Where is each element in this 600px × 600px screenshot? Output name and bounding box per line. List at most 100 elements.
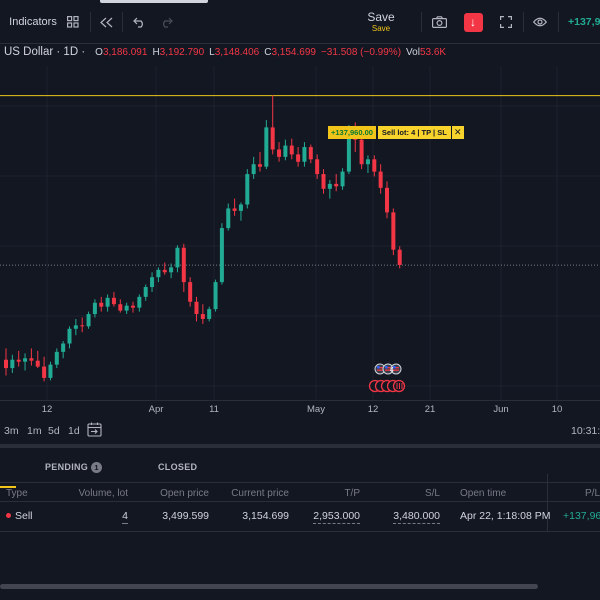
redo-icon bbox=[162, 17, 173, 28]
toolbar-divider bbox=[523, 12, 524, 32]
candle-body bbox=[258, 164, 262, 167]
candle bbox=[391, 208, 396, 256]
candle bbox=[16, 350, 21, 367]
candle-body bbox=[80, 325, 85, 327]
candle-body bbox=[156, 269, 161, 278]
candle bbox=[238, 202, 243, 221]
sell-marker-lines bbox=[396, 383, 403, 389]
candle bbox=[226, 203, 231, 231]
redo-button[interactable] bbox=[157, 0, 175, 44]
replay-button[interactable] bbox=[97, 0, 115, 44]
candle-body bbox=[385, 187, 389, 213]
candle bbox=[181, 243, 186, 292]
candle-body bbox=[264, 127, 269, 167]
close-order-icon[interactable]: ✕ bbox=[451, 126, 464, 139]
candle-body bbox=[219, 228, 224, 283]
tab-closed[interactable]: CLOSED bbox=[158, 462, 198, 472]
candle bbox=[124, 302, 129, 315]
price-chart[interactable]: 4 bbox=[0, 66, 600, 400]
marker-count: 4 bbox=[390, 367, 394, 374]
horizontal-scrollbar[interactable] bbox=[0, 584, 538, 589]
toolbar-divider bbox=[122, 12, 123, 32]
arrow-down-icon: ↓ bbox=[463, 12, 483, 32]
fullscreen-button[interactable] bbox=[497, 0, 515, 44]
candle-body bbox=[207, 309, 212, 319]
candle-body bbox=[378, 171, 383, 188]
time-tick-label: Apr bbox=[148, 404, 164, 415]
candle bbox=[200, 304, 205, 324]
save-button[interactable]: Save Save bbox=[366, 0, 396, 44]
time-axis: 12 Apr 11 May 12 21 Jun 10 bbox=[0, 400, 600, 418]
goto-date-button[interactable] bbox=[87, 422, 103, 440]
candle-body bbox=[111, 297, 116, 305]
candle bbox=[169, 263, 174, 279]
range-3m[interactable]: 3m bbox=[4, 425, 19, 437]
candle-body bbox=[340, 171, 345, 187]
candle bbox=[61, 341, 66, 359]
save-label: Save bbox=[367, 10, 395, 24]
panel-tabs: PENDING 1 CLOSED bbox=[0, 458, 600, 488]
candle bbox=[54, 348, 59, 369]
account-pnl-value: +137,9 bbox=[568, 16, 600, 28]
candle-body bbox=[48, 364, 53, 378]
us-flag-icon[interactable] bbox=[390, 363, 402, 375]
symbol-label[interactable]: US Dollar · 1D · bbox=[4, 46, 86, 58]
open-value: 3,186.091 bbox=[102, 46, 148, 58]
time-tick-label: 12 bbox=[41, 404, 53, 415]
candle-body bbox=[251, 164, 256, 175]
tab-pending[interactable]: PENDING 1 bbox=[45, 462, 103, 473]
positions-table-header: Type Volume, lot Open price Current pric… bbox=[0, 482, 600, 502]
range-5d[interactable]: 5d bbox=[48, 425, 60, 437]
candle bbox=[321, 169, 326, 194]
low-value: 3,148.406 bbox=[214, 46, 260, 58]
candle bbox=[264, 120, 269, 170]
row-tp[interactable]: 2,953.000 bbox=[313, 510, 360, 524]
candle bbox=[73, 318, 78, 336]
candle-body bbox=[226, 208, 231, 229]
sell-order-button[interactable]: ↓ bbox=[463, 0, 483, 44]
candle-body bbox=[232, 208, 237, 211]
time-tick-label: Jun bbox=[493, 404, 509, 415]
candle bbox=[207, 306, 212, 322]
position-row[interactable]: Sell 4 3,499.599 3,154.699 2,953.000 3,4… bbox=[0, 502, 600, 532]
candle bbox=[131, 301, 135, 313]
candle-series bbox=[4, 95, 402, 382]
candle bbox=[42, 356, 47, 382]
layouts-grid-button[interactable] bbox=[64, 0, 82, 44]
visibility-button[interactable] bbox=[531, 0, 549, 44]
range-1m[interactable]: 1m bbox=[27, 425, 42, 437]
candle bbox=[105, 294, 110, 312]
indicators-button[interactable]: Indicators bbox=[8, 0, 58, 44]
candle-body bbox=[283, 145, 288, 157]
row-sl[interactable]: 3,480.000 bbox=[393, 510, 440, 524]
candle bbox=[86, 311, 91, 329]
undo-icon bbox=[132, 17, 143, 28]
candle-body bbox=[73, 325, 78, 329]
candle bbox=[35, 350, 40, 369]
volume-value: 53.6K bbox=[419, 46, 447, 58]
candle-body bbox=[124, 305, 129, 311]
candle bbox=[277, 142, 282, 162]
candle bbox=[188, 277, 193, 307]
undo-button[interactable] bbox=[130, 0, 148, 44]
candle-body bbox=[334, 183, 339, 187]
us-flag-icon[interactable] bbox=[382, 363, 394, 375]
candle-body bbox=[131, 305, 135, 308]
candle-body bbox=[181, 247, 186, 283]
row-pl: +137,96 bbox=[563, 510, 600, 522]
sell-order-badges[interactable]: +137,960.00 Sell lot: 4 | TP | SL ✕ bbox=[328, 126, 464, 139]
range-1d[interactable]: 1d bbox=[68, 425, 80, 437]
row-volume[interactable]: 4 bbox=[122, 510, 128, 524]
toolbar-divider bbox=[90, 12, 91, 32]
candle bbox=[23, 353, 28, 371]
candle bbox=[143, 284, 148, 301]
clock[interactable]: 10:31: bbox=[571, 425, 600, 437]
screenshot-button[interactable] bbox=[429, 0, 449, 44]
candle bbox=[232, 198, 237, 216]
open-label: O bbox=[95, 46, 103, 58]
row-type-label: Sell bbox=[15, 510, 33, 522]
trade-markers[interactable]: 4 bbox=[368, 363, 406, 393]
candle bbox=[378, 164, 383, 194]
sell-lot-badge[interactable]: Sell lot: 4 | TP | SL bbox=[377, 126, 451, 139]
time-tick-label: 12 bbox=[367, 404, 379, 415]
